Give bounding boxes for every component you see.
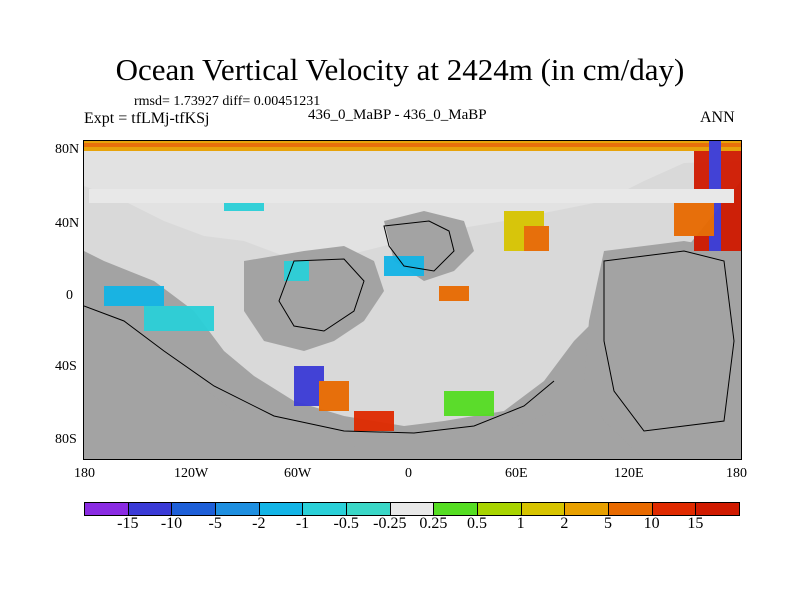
colorbar-swatch [346, 502, 391, 516]
colorbar-swatch [477, 502, 522, 516]
lat-label-80s: 80S [55, 432, 77, 447]
plot-title: Ocean Vertical Velocity at 2424m (in cm/… [115, 52, 685, 87]
colorbar-label: -2 [252, 515, 266, 532]
lon-label-120w: 120W [174, 466, 209, 481]
colorbar-swatch [520, 502, 566, 516]
lon-label-0: 0 [405, 466, 412, 481]
anomaly-patches [84, 141, 741, 431]
lon-label-180w: 180 [74, 466, 95, 481]
lat-label-40n: 40N [55, 216, 80, 231]
colorbar-swatch [215, 502, 260, 516]
lon-label-60w: 60W [284, 466, 312, 481]
colorbar [84, 502, 740, 516]
colorbar-swatch [84, 502, 129, 516]
colorbar-label: -5 [208, 515, 222, 532]
colorbar-swatch [171, 502, 216, 516]
lat-label-80n: 80N [55, 142, 80, 157]
colorbar-label: -0.5 [333, 515, 359, 532]
colorbar-swatch [433, 502, 478, 516]
map-svg [84, 141, 741, 459]
colorbar-label: -1 [295, 515, 310, 532]
lat-label-0: 0 [66, 288, 73, 303]
colorbar-swatch [258, 502, 304, 516]
colorbar-swatch [608, 502, 653, 516]
coastlines [84, 220, 735, 434]
colorbar-swatch [651, 502, 697, 516]
season-label: ANN [700, 109, 735, 126]
colorbar-label: 0.25 [419, 515, 448, 532]
lon-label-60e: 60E [505, 466, 528, 481]
colorbar-label: 0.5 [467, 515, 487, 532]
lat-label-40s: 40S [55, 359, 77, 374]
colorbar-label: 2 [560, 515, 569, 532]
lon-label-180e: 180 [726, 466, 747, 481]
case-label: 436_0_MaBP - 436_0_MaBP [308, 107, 487, 123]
equatorial-band [89, 189, 734, 203]
experiment-label: Expt = tfLMj-tfKSj [84, 110, 210, 127]
lon-label-120e: 120E [614, 466, 644, 481]
landmass-c [584, 241, 741, 459]
colorbar-label: 15 [687, 515, 704, 532]
colorbar-swatch [564, 502, 609, 516]
colorbar-label: -0.25 [373, 515, 407, 532]
colorbar-label: 1 [516, 515, 525, 532]
colorbar-label: 5 [604, 515, 612, 532]
colorbar-label: 10 [643, 515, 660, 532]
colorbar-label: -10 [160, 515, 183, 532]
map-panel [83, 140, 742, 460]
colorbar-swatch [302, 502, 347, 516]
colorbar-swatch [695, 502, 740, 516]
colorbar-swatch [127, 502, 173, 516]
landmass-a [244, 246, 384, 351]
landmass-d [84, 291, 644, 459]
colorbar-swatch [389, 502, 435, 516]
stats-line: rmsd= 1.73927 diff= 0.00451231 [134, 94, 321, 109]
colorbar-label: -15 [117, 515, 139, 532]
